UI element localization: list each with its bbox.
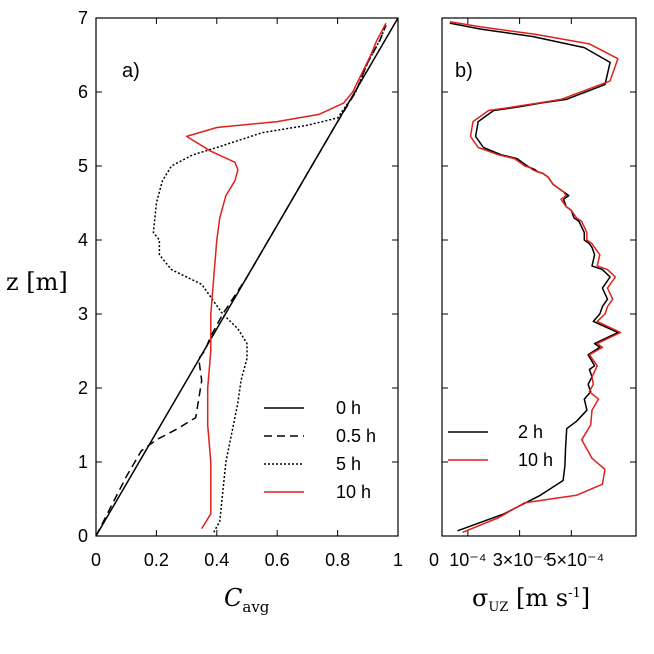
x-tick-label: 0.6	[265, 550, 290, 570]
y-tick-label: 6	[78, 82, 88, 102]
x-tick-label: 0	[429, 550, 439, 570]
y-tick-label: 3	[78, 304, 88, 324]
y-tick-label: 7	[78, 8, 88, 28]
x-axis-label-a: Cavg	[224, 584, 270, 616]
series-line-10-h	[185, 22, 387, 529]
legend-label: 2 h	[518, 422, 543, 442]
panel-a: 0 1 2 3 4 5 6 7 0 0.2 0.4 0.6 0.8 1 a) 0 h 0.5 h 5 h 10 …	[78, 8, 403, 570]
x-tick-label: 0.4	[204, 550, 229, 570]
panel-b-ticks: 0 10⁻⁴ 3×10⁻⁴5×10⁻⁴	[429, 17, 636, 570]
panel-a-label: a)	[122, 60, 140, 82]
x-axis-label-a-main: C	[224, 584, 242, 612]
y-tick-label: 0	[78, 526, 88, 546]
x-tick-label: 5×10⁻⁴	[546, 550, 604, 570]
x-tick-label: 10⁻⁴	[449, 550, 486, 570]
panel-a-ticks: 0 1 2 3 4 5 6 7 0 0.2 0.4 0.6 0.8 1	[78, 8, 403, 570]
legend-label: 10 h	[518, 450, 553, 470]
x-tick-label: 0.8	[325, 550, 350, 570]
panel-a-series	[95, 17, 399, 537]
panel-a-frame	[95, 17, 399, 537]
panel-a-legend: 0 h 0.5 h 5 h 10 h	[264, 398, 376, 502]
x-tick-label: 3×10⁻⁴	[493, 550, 551, 570]
legend-label: 10 h	[336, 482, 371, 502]
x-tick-label: 1	[393, 550, 403, 570]
panel-b-frame	[441, 17, 637, 537]
panel-b-series	[449, 20, 622, 533]
legend-label: 5 h	[336, 454, 361, 474]
legend-label: 0.5 h	[336, 426, 376, 446]
panel-b-legend: 2 h 10 h	[448, 422, 553, 470]
series-line-2-h	[449, 22, 619, 532]
y-axis-label: z [m]	[6, 268, 68, 296]
legend-label: 0 h	[336, 398, 361, 418]
panel-b-label: b)	[455, 60, 473, 82]
series-line-5-h	[152, 25, 387, 533]
series-line-0.5-h	[95, 25, 387, 537]
y-tick-label: 2	[78, 378, 88, 398]
y-tick-label: 4	[78, 230, 88, 250]
x-tick-label: 0	[91, 550, 101, 570]
y-tick-label: 1	[78, 452, 88, 472]
series-line-10-h	[449, 20, 622, 533]
y-tick-label: 5	[78, 156, 88, 176]
x-axis-label-b: σUZ [m s-1]	[472, 584, 590, 615]
x-tick-label: 0.2	[144, 550, 169, 570]
panel-b: 0 10⁻⁴ 3×10⁻⁴5×10⁻⁴ b) 2 h 10 h	[429, 17, 637, 570]
x-axis-label-a-sub: avg	[242, 598, 269, 616]
